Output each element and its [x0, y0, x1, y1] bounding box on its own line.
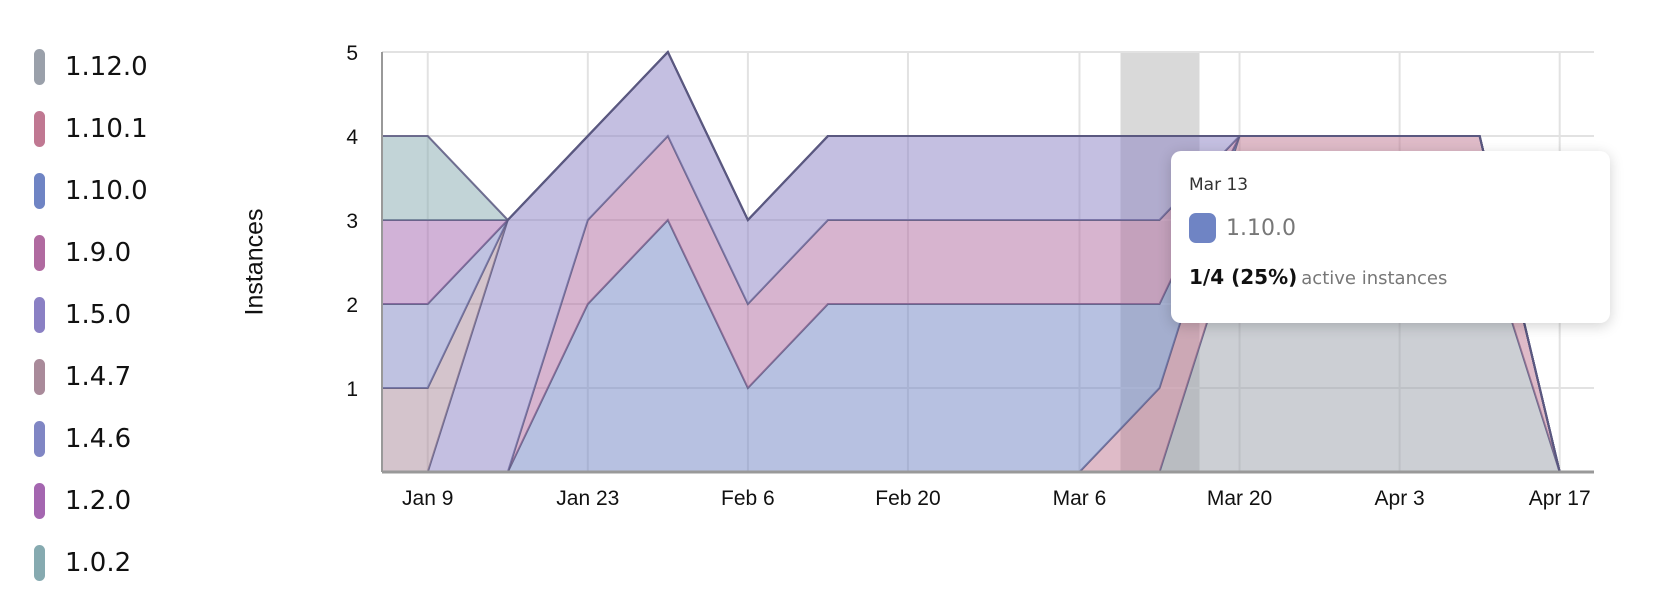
legend-label: 1.4.7: [65, 362, 132, 392]
tooltip-suffix: active instances: [1301, 268, 1448, 289]
y-tick-label: 3: [346, 210, 358, 233]
legend-item[interactable]: 1.2.0: [34, 470, 148, 532]
legend-item[interactable]: 1.10.1: [34, 98, 148, 160]
area-1.5.0[interactable]: [382, 52, 1594, 472]
x-tick-label: Jan 23: [556, 487, 619, 510]
legend-item[interactable]: 1.12.0: [34, 36, 148, 98]
area-1.9.0[interactable]: [382, 136, 1594, 472]
legend-item[interactable]: 1.5.0: [34, 284, 148, 346]
tooltip-series-row: 1.10.0: [1189, 213, 1592, 243]
y-tick-label: 2: [346, 294, 358, 317]
legend-label: 1.4.6: [65, 424, 132, 454]
legend-label: 1.12.0: [65, 52, 148, 82]
legend-swatch: [34, 235, 45, 271]
x-tick-label: Feb 20: [875, 487, 940, 510]
line-1.0.2: [382, 50, 1594, 473]
legend-swatch: [34, 359, 45, 395]
x-tick-label: Jan 9: [402, 487, 453, 510]
legend-swatch: [34, 483, 45, 519]
legend-item[interactable]: 1.4.6: [34, 408, 148, 470]
legend-label: 1.10.1: [65, 114, 148, 144]
x-tick-label: Mar 6: [1053, 487, 1107, 510]
y-tick-label: 4: [346, 126, 358, 149]
legend-label: 1.0.2: [65, 548, 132, 578]
x-tick-label: Mar 20: [1207, 487, 1272, 510]
legend-label: 1.2.0: [65, 486, 132, 516]
legend-swatch: [34, 173, 45, 209]
tooltip: Mar 13 1.10.0 1/4 (25%) active instances: [1171, 151, 1610, 323]
legend-item[interactable]: 1.9.0: [34, 222, 148, 284]
tooltip-swatch: [1189, 213, 1216, 243]
x-tick-label: Apr 17: [1529, 487, 1591, 510]
legend-swatch: [34, 49, 45, 85]
legend-label: 1.5.0: [65, 300, 132, 330]
legend-item[interactable]: 1.10.0: [34, 160, 148, 222]
x-tick-label: Apr 3: [1375, 487, 1425, 510]
x-tick-label: Feb 6: [721, 487, 775, 510]
tooltip-value-row: 1/4 (25%) active instances: [1189, 265, 1592, 289]
y-tick-label: 5: [346, 42, 358, 65]
legend-swatch: [34, 421, 45, 457]
tooltip-series-name: 1.10.0: [1226, 215, 1296, 241]
tooltip-value: 1/4 (25%): [1189, 265, 1298, 289]
legend: 1.12.0 1.10.1 1.10.0 1.9.0 1.5.0 1.4.7 1.4.6 1.…: [34, 36, 148, 594]
legend-item[interactable]: 1.4.7: [34, 346, 148, 408]
legend-label: 1.10.0: [65, 176, 148, 206]
legend-swatch: [34, 111, 45, 147]
tooltip-date: Mar 13: [1189, 175, 1249, 195]
legend-label: 1.9.0: [65, 238, 132, 268]
legend-swatch: [34, 545, 45, 581]
y-tick-label: 1: [346, 378, 358, 401]
legend-swatch: [34, 297, 45, 333]
legend-item[interactable]: 1.0.2: [34, 532, 148, 594]
